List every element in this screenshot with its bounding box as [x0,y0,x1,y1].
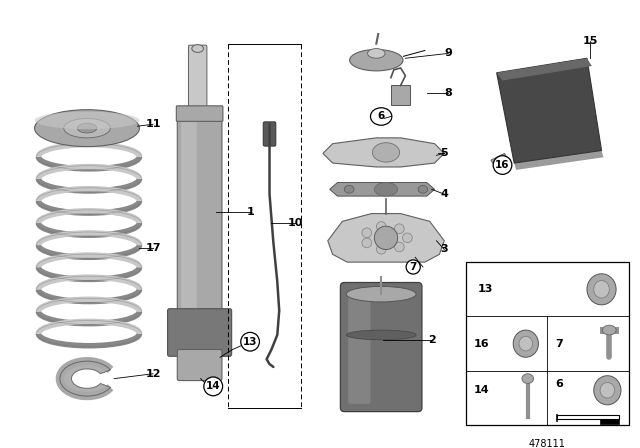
Text: 4: 4 [440,189,448,199]
FancyBboxPatch shape [168,309,232,356]
Text: 14: 14 [206,381,221,392]
Polygon shape [323,138,444,167]
Text: 7: 7 [555,339,563,349]
FancyBboxPatch shape [340,283,422,412]
Ellipse shape [64,118,110,138]
Text: 2: 2 [428,335,435,345]
Ellipse shape [522,374,534,383]
Ellipse shape [344,185,354,193]
Ellipse shape [374,182,397,196]
FancyBboxPatch shape [181,118,196,349]
Ellipse shape [77,123,97,133]
Polygon shape [557,415,619,418]
Polygon shape [491,153,510,170]
Ellipse shape [35,110,140,146]
Bar [466,262,628,425]
FancyBboxPatch shape [177,112,222,354]
FancyBboxPatch shape [188,45,207,118]
Text: 1: 1 [246,207,254,217]
Polygon shape [330,182,435,196]
Ellipse shape [349,50,403,71]
Ellipse shape [346,330,416,340]
Text: 3: 3 [440,245,448,254]
Ellipse shape [192,45,204,52]
Text: 7: 7 [410,262,417,272]
Circle shape [376,244,386,254]
Ellipse shape [367,48,385,58]
Text: 11: 11 [145,119,161,129]
Circle shape [374,226,397,250]
Circle shape [403,233,412,243]
Text: 478111: 478111 [529,439,566,448]
Polygon shape [497,58,592,81]
Polygon shape [60,361,111,396]
Circle shape [394,224,404,233]
Ellipse shape [600,383,614,398]
Ellipse shape [513,330,538,357]
Ellipse shape [372,143,399,162]
Polygon shape [514,151,604,170]
Text: 6: 6 [555,379,563,388]
Ellipse shape [594,376,621,405]
Text: 6: 6 [378,112,385,121]
FancyBboxPatch shape [177,349,222,380]
Circle shape [394,242,404,252]
Polygon shape [391,86,410,105]
Text: 16: 16 [495,160,510,170]
Text: 15: 15 [582,36,598,46]
Polygon shape [328,214,444,262]
Circle shape [362,238,372,248]
FancyBboxPatch shape [263,122,276,146]
Ellipse shape [519,336,532,351]
Ellipse shape [346,286,416,302]
Text: 13: 13 [243,337,257,347]
Ellipse shape [587,274,616,305]
Polygon shape [600,418,619,424]
Circle shape [376,222,386,231]
Text: 14: 14 [474,385,489,395]
Text: 8: 8 [444,88,452,98]
Text: 12: 12 [145,369,161,379]
FancyBboxPatch shape [348,290,371,404]
Ellipse shape [35,112,140,129]
Polygon shape [497,58,602,163]
Text: 17: 17 [145,242,161,253]
Text: 13: 13 [477,284,493,294]
Text: 5: 5 [440,148,448,159]
Text: 9: 9 [444,48,452,58]
Ellipse shape [594,280,609,298]
Text: 16: 16 [474,339,489,349]
Ellipse shape [602,325,616,335]
Circle shape [362,228,372,237]
Text: 10: 10 [288,218,303,228]
FancyBboxPatch shape [177,106,223,121]
Ellipse shape [418,185,428,193]
